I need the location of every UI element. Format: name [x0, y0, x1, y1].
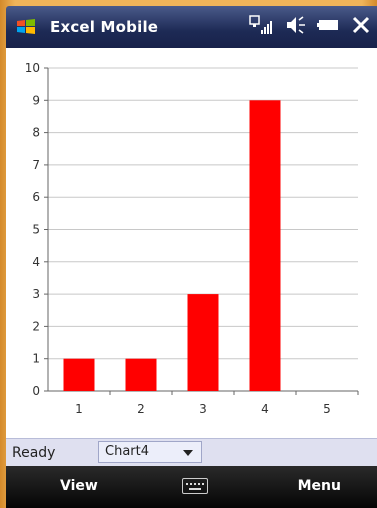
title-bar: Excel Mobile	[6, 6, 377, 48]
signal-icon[interactable]	[249, 14, 275, 40]
softkey-bar: View Menu	[6, 466, 377, 508]
chart-area[interactable]: 0 1 2 3 4 5 6 7 8 9 10 1 2 3 4 5	[6, 48, 377, 438]
y-tick-label: 9	[32, 93, 40, 107]
y-tick-label: 7	[32, 158, 40, 172]
view-softkey[interactable]: View	[60, 478, 98, 494]
x-tick-label: 2	[137, 402, 145, 416]
status-bar: Ready Chart4	[6, 438, 377, 467]
chart-bar	[249, 100, 281, 392]
menu-softkey[interactable]: Menu	[297, 478, 341, 494]
y-tick-label: 1	[32, 352, 40, 366]
y-tick-label: 5	[32, 223, 40, 237]
y-tick-label: 10	[25, 61, 40, 75]
chevron-down-icon	[183, 450, 193, 456]
x-tick-label: 5	[323, 402, 331, 416]
sheet-select-value: Chart4	[105, 444, 149, 459]
status-icons	[249, 14, 371, 40]
x-tick-label: 4	[261, 402, 269, 416]
y-tick-label: 2	[32, 319, 40, 333]
y-tick-label: 0	[32, 384, 40, 398]
y-tick-label: 4	[32, 255, 40, 269]
bar-chart[interactable]: 0 1 2 3 4 5 6 7 8 9 10 1 2 3 4 5	[6, 48, 377, 438]
keyboard-icon[interactable]	[182, 478, 208, 494]
chart-bar	[63, 358, 95, 391]
status-text: Ready	[12, 445, 56, 461]
y-tick-label: 3	[32, 287, 40, 301]
battery-icon[interactable]	[317, 17, 341, 37]
x-tick-label: 3	[199, 402, 207, 416]
windows-start-icon[interactable]	[16, 18, 36, 36]
chart-bar	[125, 358, 157, 391]
sheet-select[interactable]: Chart4	[98, 441, 202, 463]
x-tick-label: 1	[75, 402, 83, 416]
app-title: Excel Mobile	[50, 18, 159, 36]
y-tick-label: 8	[32, 126, 40, 140]
close-icon[interactable]	[351, 15, 371, 39]
y-tick-label: 6	[32, 190, 40, 204]
chart-bar	[187, 294, 219, 391]
volume-icon[interactable]	[285, 14, 307, 40]
